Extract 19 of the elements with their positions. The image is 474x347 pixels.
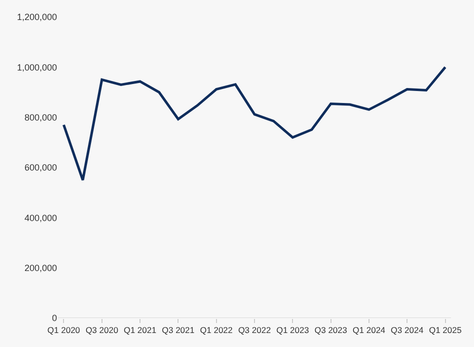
x-tick-label: Q1 2023 [276,325,310,336]
x-tick-label: Q3 2020 [86,325,118,336]
y-tick-label: 800,000 [24,112,57,122]
y-tick-label: 1,200,000 [16,12,57,22]
x-tick-label: Q1 2025 [428,325,462,336]
x-tick-label: Q1 2020 [47,325,80,336]
x-tick-label: Q1 2024 [352,325,386,336]
y-tick-label: 0 [52,313,57,324]
line-series [62,66,447,182]
y-tick-label: 400,000 [24,212,57,223]
y-tick-label: 1,000,000 [16,62,57,72]
x-tick-label: Q1 2022 [200,325,233,336]
x-tick-label: Q3 2024 [390,325,424,336]
y-tick-label: 600,000 [24,162,57,173]
x-tick-label: Q3 2021 [162,325,195,336]
x-tick-label: Q3 2023 [314,325,348,336]
x-tick-label: Q3 2022 [238,325,272,336]
y-tick-label: 200,000 [24,262,57,273]
x-tick-label: Q1 2021 [124,325,157,336]
